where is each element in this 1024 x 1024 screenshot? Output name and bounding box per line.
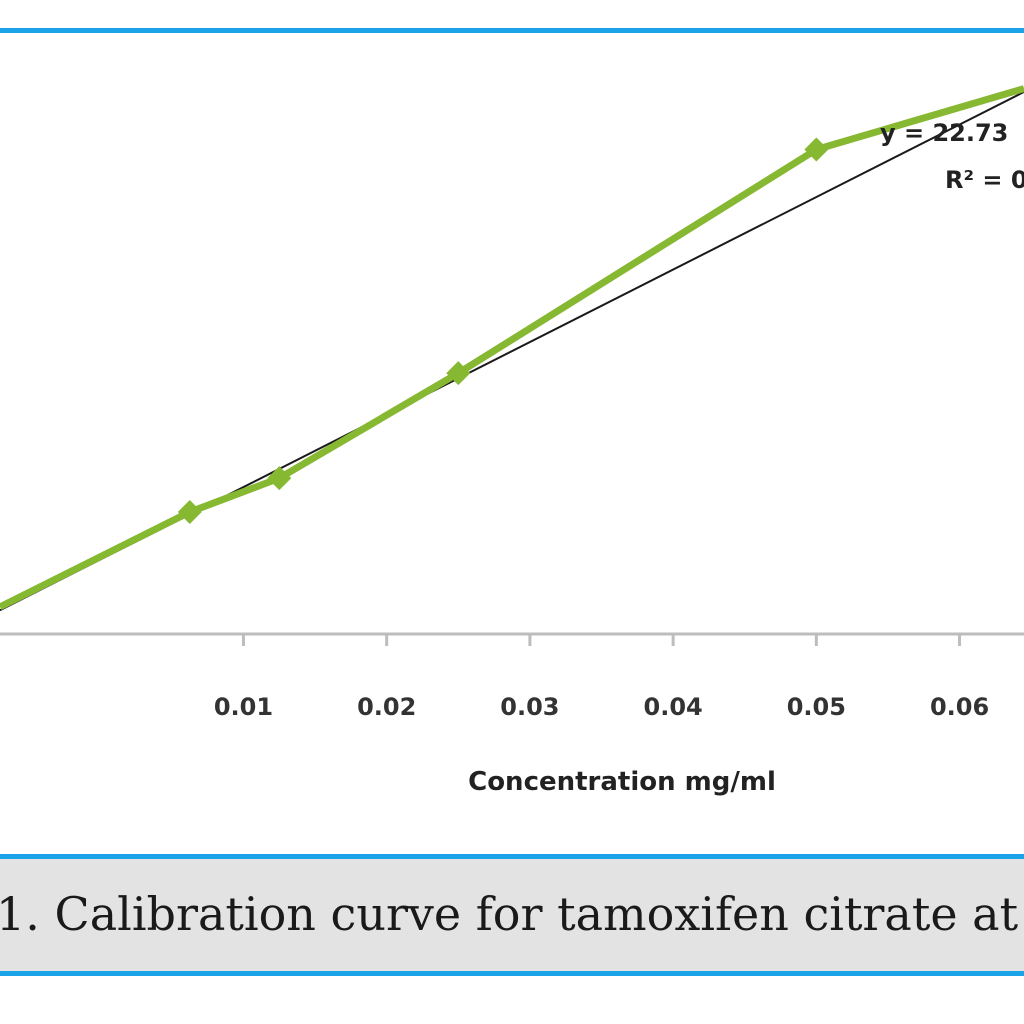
- x-tick-label-1: 0.02: [357, 693, 416, 721]
- x-axis-title: Concentration mg/ml: [468, 767, 776, 797]
- x-tick-label-4: 0.05: [787, 693, 846, 721]
- top-frame-line: [0, 28, 1024, 33]
- series-markers: [177, 137, 829, 525]
- x-tick-label-0: 0.01: [214, 693, 273, 721]
- data-point-1: [177, 500, 202, 525]
- figure-caption: 1. Calibration curve for tamoxifen citra…: [0, 887, 1019, 941]
- x-axis-tick-labels: 0.01 0.02 0.03 0.04 0.05 0.06: [214, 693, 989, 721]
- x-axis-ticks: [241, 634, 962, 646]
- x-tick-label-5: 0.06: [930, 693, 989, 721]
- r-squared-label: R² = 0: [945, 166, 1024, 194]
- caption-background: [0, 859, 1024, 971]
- caption-bottom-border: [0, 971, 1024, 976]
- data-point-2: [267, 466, 292, 491]
- data-point-4: [804, 137, 829, 162]
- x-tick-label-2: 0.03: [500, 693, 559, 721]
- series-line: [0, 85, 1024, 611]
- caption-top-border: [0, 854, 1024, 859]
- trendline-equation: y = 22.73: [880, 119, 1008, 147]
- x-tick-label-3: 0.04: [644, 693, 703, 721]
- data-point-3: [446, 361, 471, 386]
